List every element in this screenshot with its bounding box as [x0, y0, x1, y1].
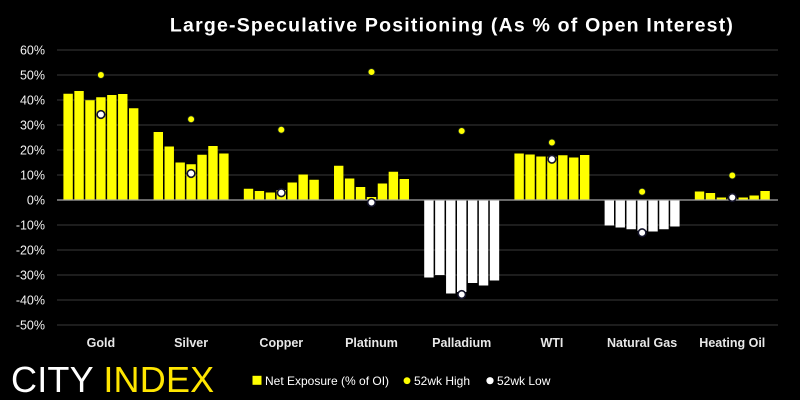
svg-text:Palladium: Palladium [432, 336, 491, 350]
svg-text:Heating Oil: Heating Oil [699, 336, 765, 350]
svg-text:30%: 30% [20, 118, 45, 132]
svg-text:-10%: -10% [16, 218, 45, 232]
svg-text:0%: 0% [27, 193, 45, 207]
svg-text:10%: 10% [20, 168, 45, 182]
svg-text:Large-Speculative Positioning: Large-Speculative Positioning (As % of O… [170, 15, 734, 37]
svg-text:Net Exposure (% of OI): Net Exposure (% of OI) [265, 374, 389, 388]
svg-text:52wk High: 52wk High [414, 374, 470, 388]
svg-text:-40%: -40% [16, 293, 45, 307]
svg-text:Copper: Copper [259, 336, 303, 350]
svg-text:40%: 40% [20, 93, 45, 107]
svg-text:-20%: -20% [16, 243, 45, 257]
svg-text:Gold: Gold [87, 336, 115, 350]
svg-text:CITY INDEX: CITY INDEX [11, 359, 214, 400]
svg-text:WTI: WTI [540, 336, 563, 350]
svg-text:60%: 60% [20, 43, 45, 57]
svg-text:Silver: Silver [174, 336, 208, 350]
svg-text:-30%: -30% [16, 268, 45, 282]
svg-text:50%: 50% [20, 68, 45, 82]
svg-text:Platinum: Platinum [345, 336, 398, 350]
svg-text:52wk Low: 52wk Low [497, 374, 551, 388]
svg-text:-50%: -50% [16, 318, 45, 332]
svg-text:20%: 20% [20, 143, 45, 157]
svg-text:Natural Gas: Natural Gas [607, 336, 677, 350]
